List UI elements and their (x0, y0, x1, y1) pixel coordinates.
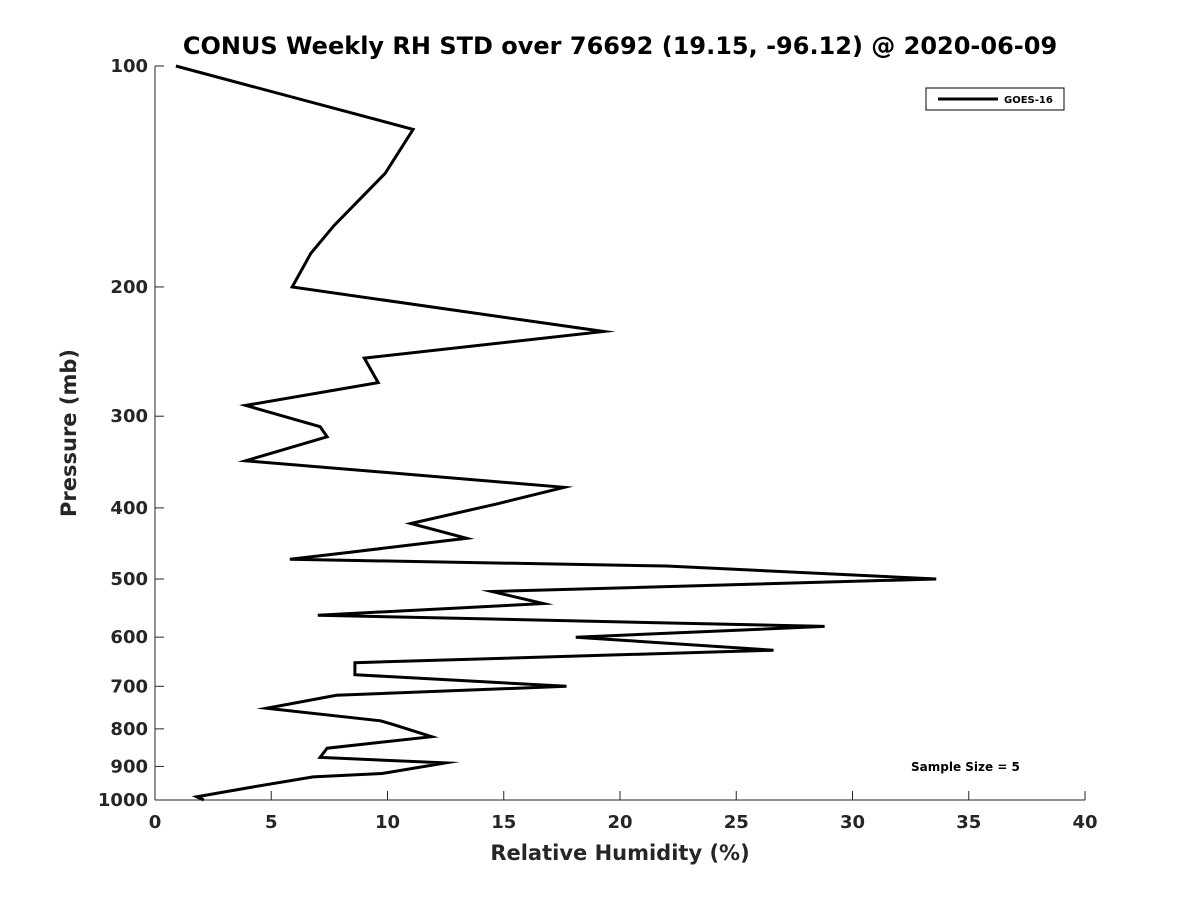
x-tick-label: 25 (724, 812, 749, 833)
x-tick-label: 20 (607, 812, 632, 833)
x-axis-label: Relative Humidity (%) (490, 841, 749, 865)
y-tick-label: 400 (110, 498, 148, 519)
y-tick-label: 700 (110, 676, 148, 697)
x-tick-label: 0 (149, 812, 162, 833)
legend: GOES-16 (925, 87, 1065, 111)
y-tick-label: 900 (110, 756, 148, 777)
sample-size-annotation: Sample Size = 5 (911, 760, 1020, 774)
y-tick-label: 800 (110, 719, 148, 740)
y-tick-label: 100 (110, 56, 148, 77)
y-tick-label: 600 (110, 627, 148, 648)
legend-label-goes-16: GOES-16 (1004, 95, 1053, 106)
y-tick-label: 300 (110, 406, 148, 427)
x-tick-label: 35 (956, 812, 981, 833)
series-line-goes-16 (175, 64, 937, 802)
x-tick-label: 30 (840, 812, 865, 833)
y-tick-label: 200 (110, 277, 148, 298)
y-tick-label: 500 (110, 569, 148, 590)
x-tick-label: 5 (265, 812, 278, 833)
x-tick-label: 10 (375, 812, 400, 833)
chart-title: CONUS Weekly RH STD over 76692 (19.15, -… (183, 32, 1057, 60)
axes (154, 66, 1085, 801)
y-axis-label: Pressure (mb) (57, 349, 81, 517)
x-tick-label: 40 (1072, 812, 1097, 833)
axis-ticks: 0 5 10 15 20 25 30 35 40 100 200 300 400 500 600 700 800… (98, 56, 1098, 833)
series-group (175, 64, 937, 802)
y-tick-label: 1000 (98, 790, 148, 811)
x-tick-label: 15 (491, 812, 516, 833)
